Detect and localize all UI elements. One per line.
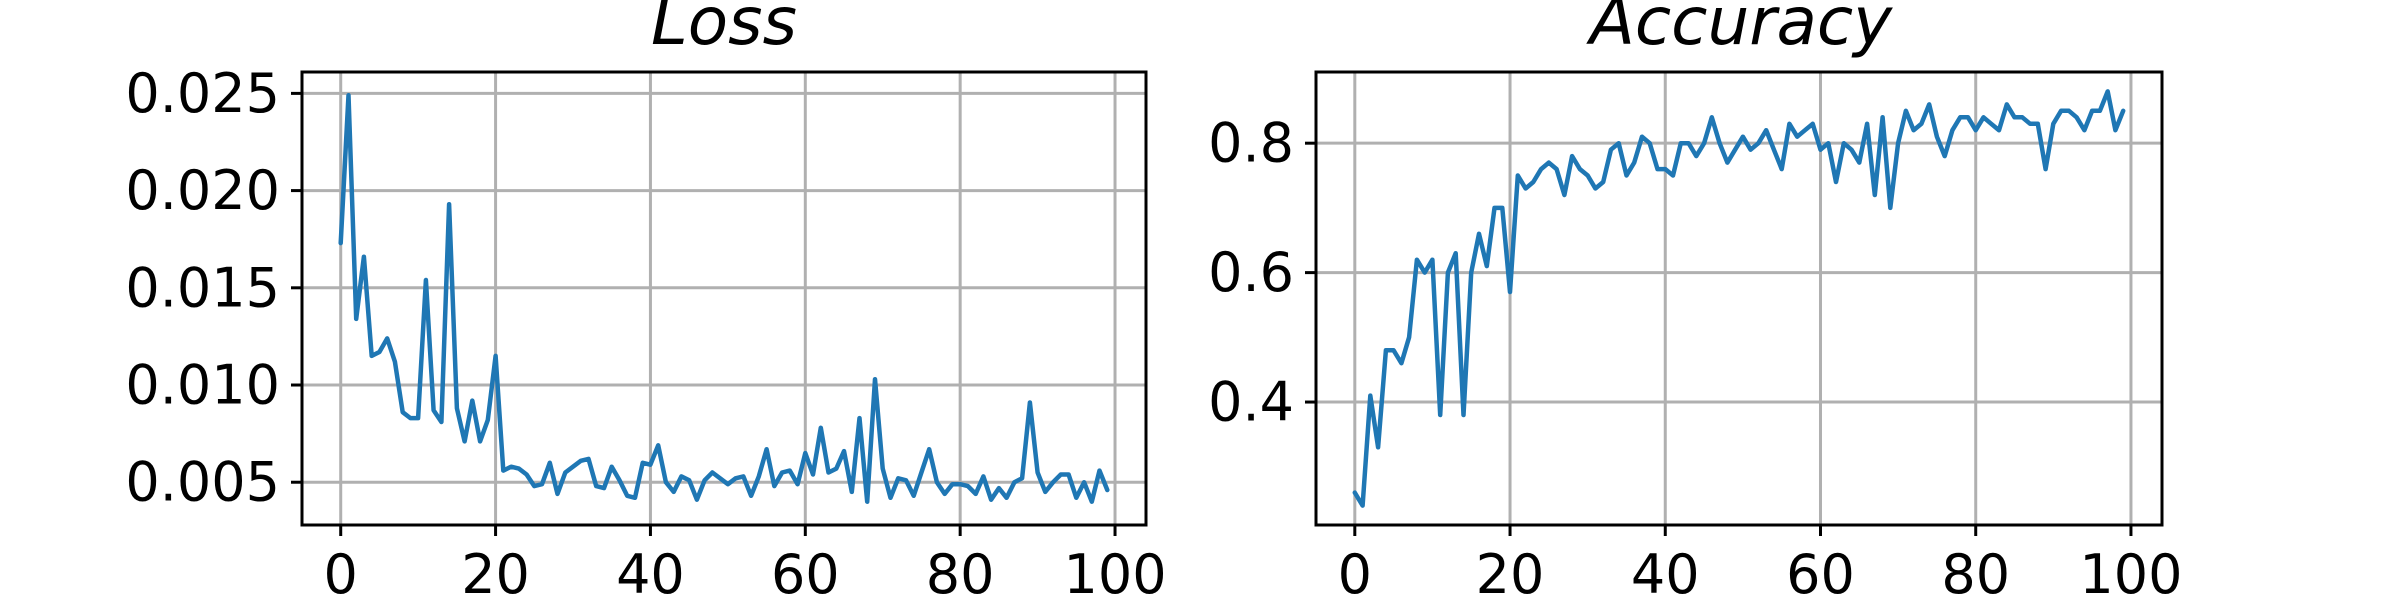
chart-title: Accuracy — [1586, 0, 1893, 60]
y-tick-label: 0.005 — [125, 451, 280, 514]
x-tick-label: 0 — [1338, 543, 1372, 600]
loss-chart: Loss 0 20 40 60 80 100 0.005 0.010 0.015 0.020 0.0… — [125, 0, 1166, 600]
y-tick-label: 0.020 — [125, 159, 280, 222]
y-tick-label: 0.6 — [1208, 241, 1294, 304]
x-tick-label: 40 — [1631, 543, 1700, 600]
x-tick-label: 20 — [461, 543, 530, 600]
x-tick-label: 0 — [324, 543, 358, 600]
series-line — [1352, 89, 2126, 508]
chart-title: Loss — [651, 0, 797, 60]
series-line — [338, 93, 1110, 504]
y-tick-label: 0.8 — [1208, 112, 1294, 175]
y-tick-label: 0.4 — [1208, 371, 1294, 434]
x-tick-label: 60 — [771, 543, 840, 600]
y-tick-label: 0.025 — [125, 62, 280, 125]
plot-frame — [300, 70, 1148, 527]
y-tick-label: 0.010 — [125, 354, 280, 417]
x-tick-label: 100 — [1063, 543, 1166, 600]
plot-frame — [1314, 70, 2164, 527]
x-tick-label: 100 — [2079, 543, 2182, 600]
y-tick-label: 0.015 — [125, 256, 280, 319]
x-tick-label: 80 — [1941, 543, 2010, 600]
x-tick-label: 60 — [1786, 543, 1855, 600]
x-tick-label: 40 — [616, 543, 685, 600]
accuracy-chart: Accuracy 0 20 40 60 80 100 0.4 0.6 0.8 — [1208, 0, 2182, 600]
x-tick-label: 20 — [1476, 543, 1545, 600]
x-tick-label: 80 — [926, 543, 995, 600]
